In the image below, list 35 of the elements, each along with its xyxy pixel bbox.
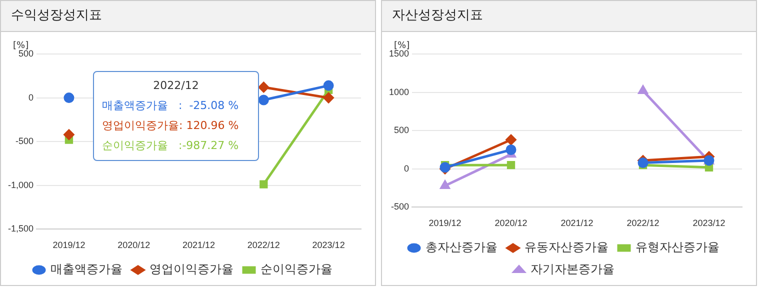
legend-label: 유동자산증가율 — [524, 240, 608, 254]
annotation: 2022/12 — [152, 78, 200, 94]
legend-label: 자기자본증가율 — [530, 262, 614, 276]
x-tick-label: 2022/12 — [626, 218, 660, 228]
annotation: 매출액증가율 : -25.08 % — [102, 98, 240, 114]
x-tick-label: 2021/12 — [560, 218, 594, 228]
y-tick-label: -1,500 — [8, 224, 34, 234]
x-tick-label: 2021/12 — [182, 240, 216, 250]
annotation: 순이익증가율 :-987.27 % — [102, 138, 240, 154]
legend-label: 총자산증가율 — [426, 240, 498, 254]
y-tick-label: -500 — [16, 136, 34, 146]
y-tick-label: 500 — [394, 125, 410, 136]
x-tick-label: 2023/12 — [312, 240, 345, 250]
legend-label: 순이익증가율 — [260, 262, 332, 276]
legend-label: 영업이익증가율 — [150, 262, 234, 276]
y-axis-title: [%] — [394, 41, 410, 51]
legend-label: 매출액증가율 — [50, 262, 122, 276]
y-axis-title: [%] — [13, 41, 29, 51]
annotation: 영업이익증가율: 120.96 % — [102, 118, 240, 134]
x-tick-label: 2023/12 — [692, 218, 726, 228]
y-tick-label: 500 — [18, 48, 34, 58]
y-tick-label: 1500 — [388, 48, 410, 58]
y-tick-label: 0 — [28, 92, 34, 102]
y-tick-label: 0 — [404, 163, 410, 174]
x-tick-label: 2020/12 — [118, 240, 150, 250]
x-tick-label: 2020/12 — [494, 218, 528, 228]
x-tick-label: 2022/12 — [247, 240, 280, 250]
y-tick-label: 1000 — [388, 86, 410, 97]
chart-title: 자산성장성지표 — [382, 1, 756, 32]
chart-title: 수익성장성지표 — [1, 1, 375, 32]
x-tick-label: 2019/12 — [428, 218, 462, 228]
legend-label: 유형자산증가율 — [636, 240, 720, 254]
y-tick-label: -1,000 — [8, 180, 34, 190]
x-tick-label: 2019/12 — [52, 240, 86, 250]
y-tick-label: -500 — [391, 202, 410, 212]
